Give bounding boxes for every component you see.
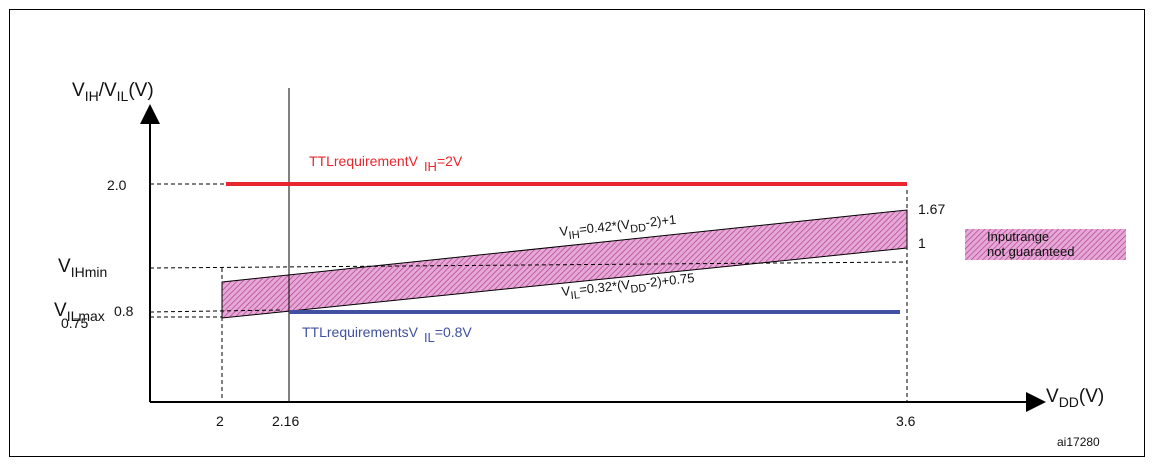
vihmin-label: VIHmin [58,256,107,280]
vilmax-label: VILmax [54,300,105,324]
x-tick-2-16: 2.16 [272,413,299,429]
legend-line-1: Inputrange [987,229,1049,244]
x-tick-2: 2 [216,413,224,429]
vih-equation: VIH=0.42*(VDD-2)+1 [559,212,678,243]
figure-frame: VIH/VIL(V) VDD(V) 2.0 0.8 0.75 VIHmin VI… [9,9,1145,457]
y-tick-0-75: 0.75 [61,315,88,331]
ttl-vih-annotation: TTLrequirementV IH=2V [309,153,463,174]
x-axis-label: VDD(V) [1046,386,1104,410]
legend-swatch [965,229,1126,260]
figure-id: ai17280 [1057,435,1100,449]
value-1-67: 1.67 [918,201,945,217]
value-1: 1 [918,235,926,251]
vil-equation: VIL=0.32*(VDD-2)+0.75 [561,270,696,303]
y-tick-2-0: 2.0 [107,177,127,193]
ttl-vil-annotation: TTLrequirementsV IL=0.8V [302,324,472,345]
y-axis-label: VIH/VIL(V) [72,80,154,104]
y-tick-0-8: 0.8 [114,303,134,319]
x-tick-3-6: 3.6 [896,413,916,429]
legend-line-2: not guaranteed [987,244,1074,259]
diagram: VIH/VIL(V) VDD(V) 2.0 0.8 0.75 VIHmin VI… [54,80,1126,449]
